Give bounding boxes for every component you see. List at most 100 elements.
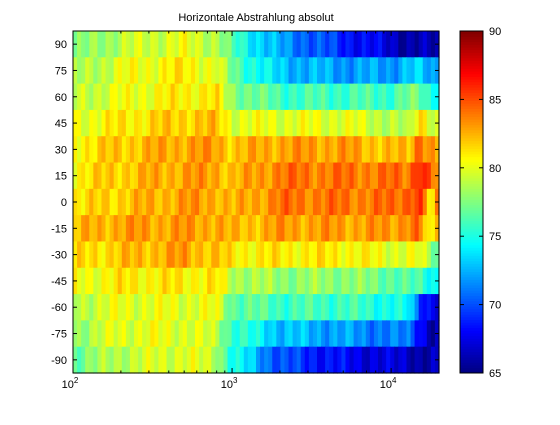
heatmap-cell (369, 188, 375, 216)
heatmap-cell (190, 31, 196, 58)
heatmap-cell (402, 136, 408, 164)
heatmap-cell (174, 83, 180, 111)
heatmap-cell (426, 241, 432, 269)
heatmap-cell (231, 136, 237, 164)
heatmap-cell (195, 215, 200, 243)
heatmap-cell (410, 346, 416, 374)
heatmap-cell (304, 346, 310, 374)
heatmap-cell (93, 57, 98, 85)
heatmap-cell (134, 109, 139, 137)
heatmap-cell (81, 109, 86, 137)
heatmap-cell (345, 320, 351, 348)
colorbar-segment (460, 260, 483, 264)
heatmap-cell (105, 57, 111, 85)
heatmap-cell (117, 188, 123, 216)
heatmap-cell (361, 136, 367, 164)
heatmap-cell (345, 57, 351, 85)
heatmap-cell (430, 267, 436, 295)
heatmap-cell (199, 57, 204, 85)
y-tick-label: -45 (51, 276, 67, 288)
heatmap-cell (260, 31, 265, 58)
heatmap-cell (223, 320, 229, 348)
heatmap-cell (97, 31, 103, 58)
heatmap-cell (329, 294, 334, 321)
y-tick-label: 15 (55, 171, 67, 183)
colorbar-segment (460, 63, 483, 67)
heatmap-cell (113, 83, 119, 111)
heatmap-cell (317, 57, 322, 85)
heatmap-cell (402, 215, 408, 243)
heatmap-cell (329, 346, 334, 374)
heatmap-cell (174, 136, 180, 164)
heatmap-cell (382, 294, 387, 321)
heatmap-cell (430, 31, 436, 58)
heatmap-cell (170, 241, 176, 269)
heatmap-cell (231, 294, 237, 321)
heatmap-cell (105, 241, 111, 269)
heatmap-cell (296, 294, 302, 321)
heatmap-cell (378, 215, 383, 243)
heatmap-cell (199, 83, 204, 111)
heatmap-cell (402, 346, 408, 374)
heatmap-cell (386, 215, 391, 243)
heatmap-cell (150, 162, 155, 190)
heatmap-cell (418, 320, 424, 348)
heatmap-cell (105, 162, 111, 190)
colorbar-segment (460, 316, 483, 321)
heatmap-cell (85, 267, 90, 295)
heatmap-cell (235, 31, 241, 58)
heatmap-cell (166, 294, 172, 321)
heatmap-cell (89, 136, 94, 164)
heatmap-cell (430, 162, 436, 190)
heatmap-cell (373, 136, 379, 164)
colorbar-segment (460, 348, 483, 353)
heatmap-cell (203, 320, 208, 348)
heatmap-cell (308, 346, 314, 374)
heatmap-cell (166, 267, 172, 295)
heatmap-cell (174, 162, 180, 190)
colorbar-segment (460, 322, 483, 326)
heatmap-cell (178, 215, 184, 243)
heatmap-cell (170, 267, 176, 295)
heatmap-cell (203, 346, 208, 374)
heatmap-cell (211, 241, 216, 269)
heatmap-cell (154, 188, 159, 216)
heatmap-cell (134, 294, 139, 321)
heatmap-cell (239, 188, 245, 216)
heatmap-cell (195, 346, 200, 374)
heatmap-cell (382, 346, 387, 374)
heatmap-cell (166, 31, 172, 58)
y-tick-label: 30 (55, 144, 67, 156)
heatmap-cell (394, 83, 399, 111)
heatmap-cell (207, 162, 212, 190)
heatmap-cell (264, 346, 269, 374)
heatmap-cell (304, 136, 310, 164)
heatmap-cell (247, 188, 253, 216)
heatmap-cell (414, 162, 420, 190)
heatmap-cell (422, 267, 428, 295)
heatmap-cell (386, 109, 391, 137)
heatmap-cell (97, 57, 103, 85)
heatmap-cell (390, 57, 395, 85)
heatmap-cell (300, 57, 306, 85)
heatmap-cell (195, 162, 200, 190)
heatmap-cell (121, 241, 127, 269)
heatmap-cell (280, 57, 286, 85)
heatmap-cell (178, 31, 184, 58)
heatmap-cell (414, 215, 420, 243)
heatmap-cell (349, 162, 355, 190)
heatmap-cell (239, 109, 245, 137)
heatmap-cell (292, 109, 298, 137)
heatmap-cell (89, 320, 94, 348)
heatmap-cell (186, 109, 192, 137)
heatmap-cell (410, 188, 416, 216)
heatmap-cell (410, 215, 416, 243)
heatmap-cell (215, 31, 220, 58)
heatmap-cell (227, 162, 233, 190)
heatmap-cell (378, 346, 383, 374)
heatmap-cell (272, 320, 277, 348)
heatmap-cell (414, 109, 420, 137)
heatmap-cell (369, 267, 375, 295)
heatmap-cell (154, 31, 159, 58)
colorbar-segment (460, 338, 483, 342)
